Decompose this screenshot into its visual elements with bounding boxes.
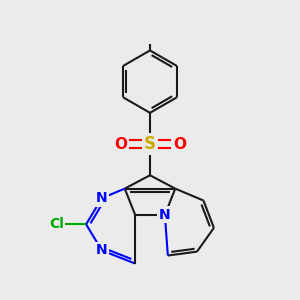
Text: N: N — [96, 244, 108, 257]
Text: O: O — [114, 136, 127, 152]
Text: N: N — [96, 191, 108, 205]
Text: N: N — [159, 208, 171, 222]
Text: Cl: Cl — [49, 217, 64, 231]
Text: S: S — [144, 135, 156, 153]
Text: O: O — [173, 136, 186, 152]
